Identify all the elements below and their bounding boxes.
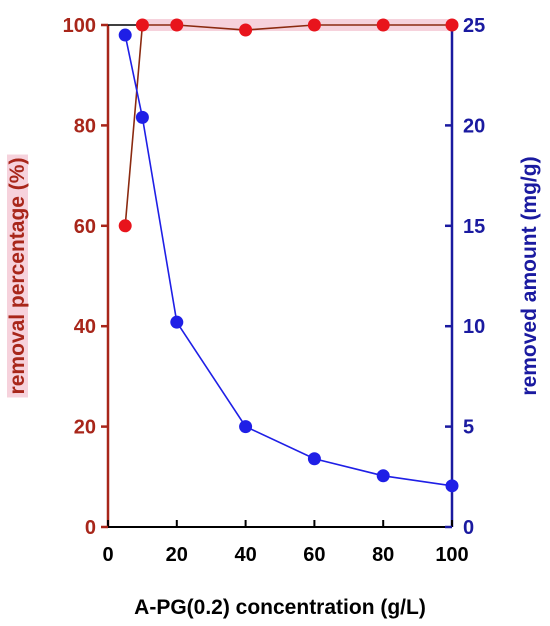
left-series-line bbox=[124, 24, 452, 226]
right-series-point bbox=[135, 110, 149, 124]
right-y-tick-label: 15 bbox=[463, 216, 485, 238]
left-series-point bbox=[135, 18, 149, 32]
left-series-point bbox=[307, 18, 321, 32]
left-y-axis-title: removal percentage (%) bbox=[6, 158, 29, 395]
x-tick-label: 40 bbox=[234, 544, 256, 566]
left-series-point bbox=[118, 219, 132, 233]
right-y-tick-label: 20 bbox=[463, 115, 485, 137]
left-series-point bbox=[445, 18, 459, 32]
left-y-tick-label: 0 bbox=[85, 517, 96, 539]
series-layer bbox=[118, 18, 459, 493]
x-axis-title: A-PG(0.2) concentration (g/L) bbox=[134, 596, 426, 619]
right-series-point bbox=[376, 469, 390, 483]
x-tick-label: 80 bbox=[372, 544, 394, 566]
right-series-point bbox=[445, 479, 459, 493]
left-axis-title-highlight bbox=[7, 154, 28, 398]
left-series-point bbox=[239, 23, 253, 37]
x-tick-label: 60 bbox=[303, 544, 325, 566]
left-series-point bbox=[170, 18, 184, 32]
right-series-point bbox=[307, 452, 321, 466]
right-y-tick-label: 10 bbox=[463, 316, 485, 338]
x-tick-label: 0 bbox=[102, 544, 113, 566]
right-series-point bbox=[118, 28, 132, 42]
x-tick-label: 100 bbox=[435, 544, 468, 566]
right-y-tick-label: 0 bbox=[463, 517, 474, 539]
right-y-axis-title: removed amount (mg/g) bbox=[518, 156, 541, 395]
left-y-tick-label: 60 bbox=[74, 216, 96, 238]
right-series-line bbox=[124, 34, 453, 487]
text-layer: A-PG(0.2) concentration (g/L) removal pe… bbox=[6, 154, 541, 619]
x-tick-label: 20 bbox=[166, 544, 188, 566]
right-y-tick-label: 25 bbox=[463, 15, 485, 37]
left-series-point bbox=[376, 18, 390, 32]
right-series-point bbox=[170, 315, 184, 329]
right-series-point bbox=[239, 420, 253, 434]
left-y-tick-label: 100 bbox=[63, 15, 96, 37]
left-y-tick-label: 40 bbox=[74, 316, 96, 338]
left-y-tick-label: 80 bbox=[74, 115, 96, 137]
right-y-tick-label: 5 bbox=[463, 417, 474, 439]
axes-layer: 0 20 40 60 80 100 0 20 40 60 80 100 0 5 10 15 20 25 bbox=[63, 15, 486, 566]
left-y-tick-label: 20 bbox=[74, 417, 96, 439]
